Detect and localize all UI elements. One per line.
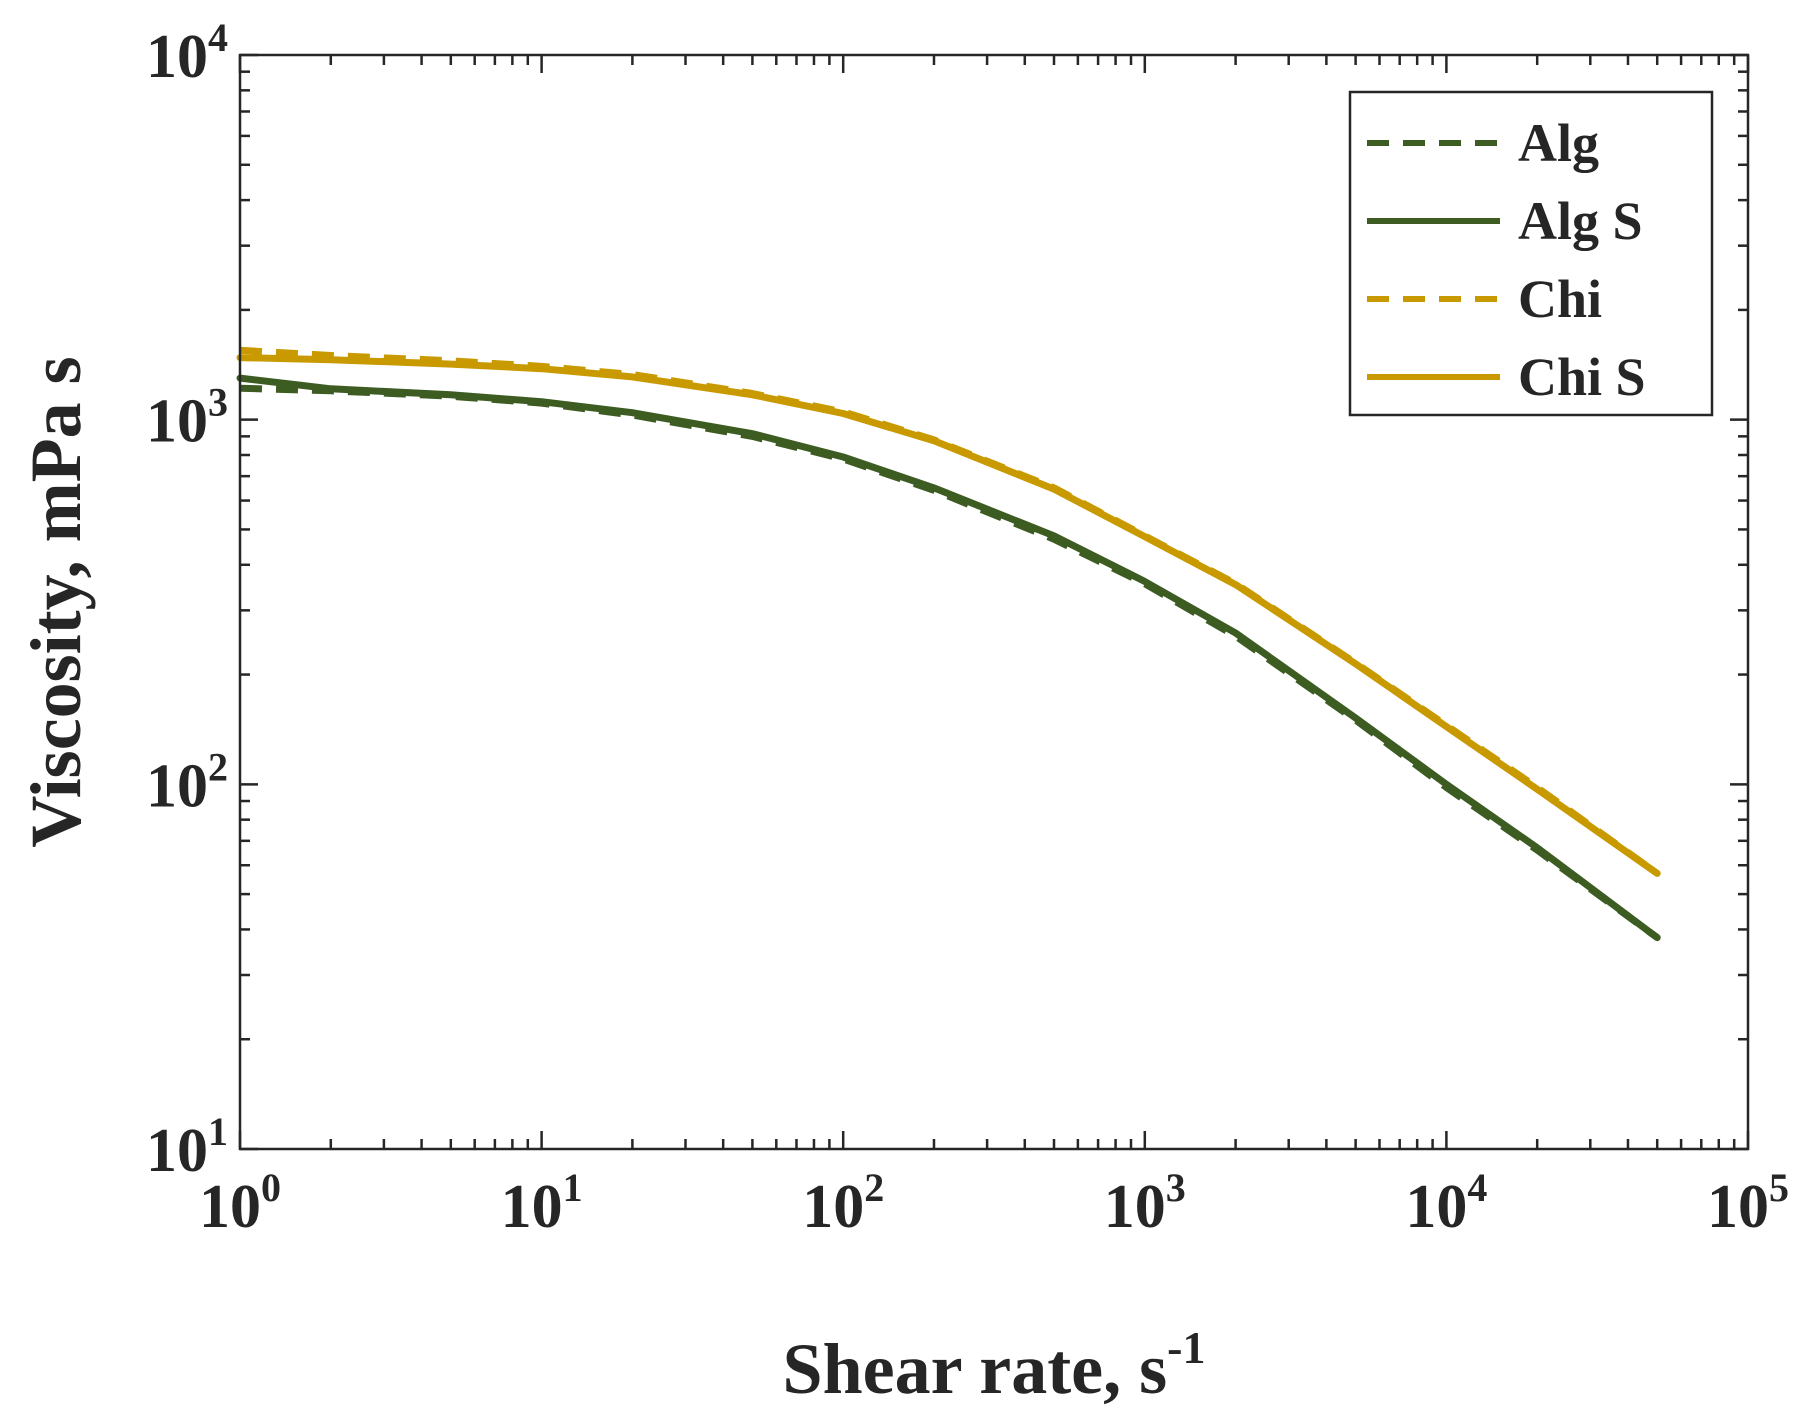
axis-ticks [238, 53, 1750, 1151]
y-axis-title: Viscosity, mPa s [16, 356, 96, 847]
series-line-alg-s [236, 374, 1661, 942]
legend-label: Chi S [1518, 347, 1646, 407]
x-tick-label: 104 [1405, 1165, 1487, 1241]
x-tick-label: 100 [199, 1165, 281, 1241]
x-axis-title: Shear rate, s-1 [783, 1322, 1206, 1409]
series-line-chi [239, 346, 1660, 877]
y-tick-label: 102 [146, 744, 228, 820]
x-tick-label: 101 [501, 1165, 583, 1241]
x-tick-label: 102 [802, 1165, 884, 1241]
legend-label: Alg [1518, 113, 1599, 173]
x-tick-label: 103 [1104, 1165, 1186, 1241]
legend-items: Alg Alg S Chi Chi S [1367, 113, 1646, 407]
axes-frame [238, 53, 1750, 1151]
y-tick-label: 103 [146, 380, 228, 456]
legend-label: Alg S [1518, 191, 1643, 251]
legend-label: Chi [1518, 269, 1602, 329]
y-tick-label: 104 [146, 15, 228, 91]
y-tick-label: 101 [146, 1109, 228, 1185]
legend: Alg Alg S Chi Chi S [1348, 90, 1714, 417]
series-layer [236, 346, 1661, 942]
x-tick-label: 105 [1707, 1165, 1789, 1241]
